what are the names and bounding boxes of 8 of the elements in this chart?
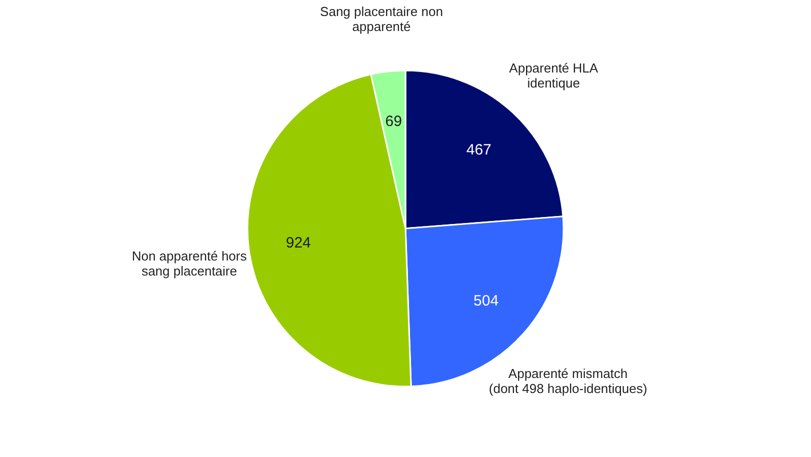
slice-label: Non apparenté hors sang placentaire [132, 248, 248, 278]
slice-label: Sang placentaire non apparenté [320, 4, 443, 34]
data-label: 69 [385, 113, 402, 130]
data-label: 467 [466, 141, 492, 158]
slice-label: Apparenté mismatch (dont 498 haplo-identiques) [488, 366, 648, 396]
slice-label: Apparenté HLA identique [509, 60, 598, 91]
data-label: 504 [474, 292, 499, 310]
data-label: 924 [286, 234, 311, 252]
